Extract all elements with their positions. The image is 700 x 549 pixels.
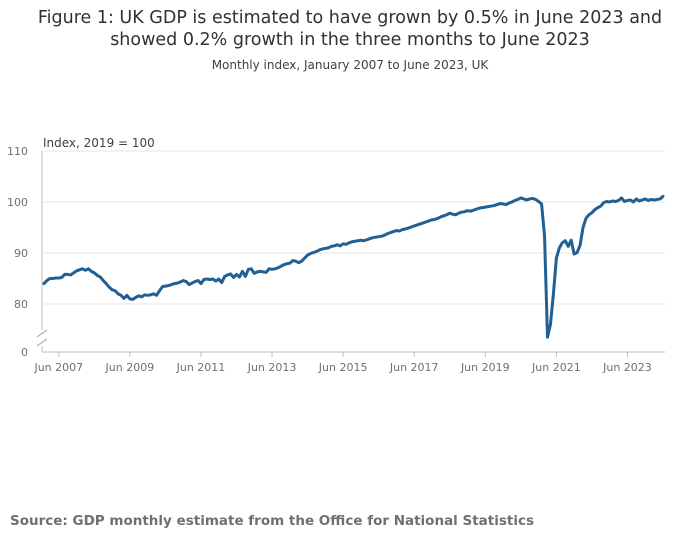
x-tick-label-8: Jun 2023 xyxy=(602,361,652,374)
y-tick-label-0: 0 xyxy=(21,346,28,359)
chart-subtitle: Monthly index, January 2007 to June 2023… xyxy=(211,58,489,72)
source-note: Source: GDP monthly estimate from the Of… xyxy=(10,513,535,529)
x-tick-label-7: Jun 2021 xyxy=(531,361,581,374)
gridlines xyxy=(44,150,665,305)
gdp-series-line xyxy=(42,194,665,339)
x-tick-label-4: Jun 2015 xyxy=(318,361,368,374)
axis-break-mark-upper xyxy=(36,329,48,338)
chart-title-line-2: showed 0.2% growth in the three months t… xyxy=(110,30,590,50)
y-axis-label: Index, 2019 = 100 xyxy=(43,136,155,150)
x-tick-label-2: Jun 2011 xyxy=(176,361,226,374)
y-tick-label-110: 110 xyxy=(7,145,28,158)
y-tick-label-90: 90 xyxy=(14,247,28,260)
x-tick-label-0: Jun 2007 xyxy=(33,361,83,374)
x-tick-label-3: Jun 2013 xyxy=(247,361,297,374)
x-axis: Jun 2007 Jun 2009 Jun 2011 Jun 2013 Jun 2015… xyxy=(33,151,665,374)
x-tick-label-6: Jun 2019 xyxy=(460,361,510,374)
y-tick-label-80: 80 xyxy=(14,298,28,311)
x-tick-label-1: Jun 2009 xyxy=(105,361,155,374)
x-tick-label-5: Jun 2017 xyxy=(389,361,439,374)
axis-break-mark-lower xyxy=(36,338,48,347)
chart-title-line-1: Figure 1: UK GDP is estimated to have gr… xyxy=(37,8,663,28)
y-axis-ticks: 0 80 90 100 110 xyxy=(7,145,28,359)
y-axis-break xyxy=(36,329,48,347)
chart-title: Figure 1: UK GDP is estimated to have gr… xyxy=(0,7,700,51)
y-tick-label-100: 100 xyxy=(7,196,28,209)
